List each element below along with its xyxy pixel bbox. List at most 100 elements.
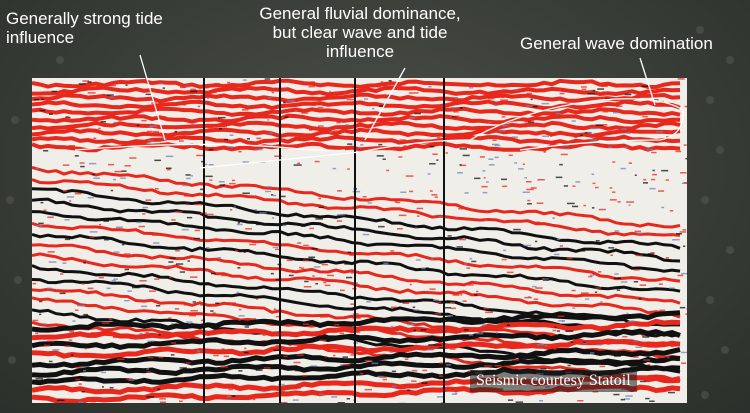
seismic-speckle: [459, 290, 463, 293]
seismic-speckle: [43, 150, 49, 152]
seismic-speckle: [149, 125, 157, 127]
seismic-speckle: [620, 281, 628, 283]
seismic-speckle: [186, 321, 193, 323]
seismic-speckle: [524, 121, 529, 123]
seismic-speckle: [555, 176, 563, 179]
seismic-speckle: [479, 156, 485, 158]
seismic-speckle: [75, 366, 82, 369]
seismic-speckle: [228, 329, 233, 332]
seismic-speckle: [486, 181, 489, 183]
seismic-speckle: [581, 88, 587, 91]
seismic-speckle: [72, 320, 76, 322]
seismic-speckle: [138, 225, 145, 228]
seismic-speckle: [557, 358, 564, 361]
seismic-speckle: [358, 137, 364, 139]
seismic-speckle: [552, 98, 557, 101]
seismic-speckle: [141, 305, 148, 308]
seismic-speckle: [649, 342, 656, 344]
seismic-speckle: [428, 86, 432, 88]
seismic-speckle: [620, 167, 626, 170]
seismic-speckle: [113, 251, 120, 253]
seismic-speckle: [386, 169, 390, 172]
seismic-speckle: [567, 202, 575, 205]
seismic-speckle: [602, 111, 609, 113]
seismic-speckle: [523, 126, 527, 128]
seismic-speckle: [43, 344, 50, 347]
seismic-speckle: [297, 162, 300, 164]
seismic-speckle: [192, 146, 197, 149]
seismic-speckle: [609, 326, 614, 328]
seismic-speckle: [502, 185, 508, 188]
seismic-speckle: [384, 85, 391, 88]
seismic-speckle: [82, 259, 87, 262]
seismic-speckle: [649, 187, 656, 190]
seismic-speckle: [154, 278, 160, 280]
seismic-speckle: [146, 130, 153, 133]
seismic-speckle: [398, 156, 403, 158]
seismic-speckle: [78, 83, 86, 85]
seismic-speckle: [125, 84, 128, 86]
seismic-speckle: [282, 224, 287, 227]
seismic-speckle: [142, 206, 149, 209]
seismic-speckle: [580, 134, 583, 136]
seismic-speckle: [652, 390, 657, 392]
wave-domination-label: General wave domination: [520, 34, 713, 53]
seismic-speckle: [39, 109, 46, 112]
seismic-speckle: [245, 228, 253, 230]
seismic-speckle: [145, 332, 150, 334]
seismic-speckle: [317, 106, 324, 109]
seismic-speckle: [39, 313, 42, 316]
seismic-speckle: [652, 269, 657, 271]
seismic-speckle: [219, 126, 227, 128]
seismic-speckle: [597, 88, 605, 90]
seismic-speckle: [170, 354, 175, 356]
seismic-speckle: [169, 276, 172, 279]
seismic-speckle: [469, 257, 473, 260]
seismic-speckle: [208, 360, 213, 362]
seismic-speckle: [79, 162, 85, 164]
seismic-speckle: [227, 395, 233, 398]
seismic-speckle: [293, 361, 301, 364]
seismic-speckle: [169, 257, 176, 259]
seismic-speckle: [681, 362, 686, 364]
seismic-speckle: [524, 323, 531, 326]
seismic-speckle: [528, 113, 536, 115]
seismic-speckle: [254, 209, 258, 211]
seismic-speckle: [488, 121, 492, 124]
seismic-speckle: [645, 397, 650, 400]
seismic-speckle: [595, 287, 602, 289]
seismic-speckle: [468, 87, 474, 89]
seismic-speckle: [364, 359, 373, 362]
seismic-speckle: [271, 217, 275, 219]
seismic-speckle: [275, 248, 281, 251]
seismic-speckle: [488, 164, 495, 166]
seismic-speckle: [527, 199, 531, 202]
seismic-speckle: [62, 190, 68, 192]
seismic-speckle: [109, 318, 113, 321]
seismic-speckle: [468, 121, 476, 123]
seismic-speckle: [347, 251, 352, 254]
seismic-speckle: [614, 273, 619, 275]
image-credit: Seismic courtesy Statoil: [470, 370, 637, 392]
seismic-speckle: [186, 216, 193, 219]
seismic-speckle: [157, 117, 164, 120]
seismic-speckle: [554, 326, 557, 328]
seismic-speckle: [605, 98, 611, 100]
seismic-speckle: [532, 105, 538, 108]
seismic-speckle: [535, 287, 543, 289]
seismic-speckle: [391, 385, 397, 388]
seismic-speckle: [624, 398, 630, 400]
seismic-speckle: [532, 285, 537, 288]
seismic-speckle: [407, 323, 415, 326]
seismic-speckle: [438, 216, 445, 218]
seismic-speckle: [190, 175, 193, 177]
seismic-speckle: [380, 103, 388, 106]
seismic-speckle: [506, 324, 511, 326]
seismic-speckle: [39, 300, 43, 303]
seismic-speckle: [572, 307, 576, 309]
seismic-speckle: [459, 126, 466, 128]
seismic-speckle: [481, 185, 488, 188]
seismic-speckle: [98, 127, 101, 130]
seismic-speckle: [116, 226, 123, 228]
seismic-speckle: [622, 335, 628, 338]
